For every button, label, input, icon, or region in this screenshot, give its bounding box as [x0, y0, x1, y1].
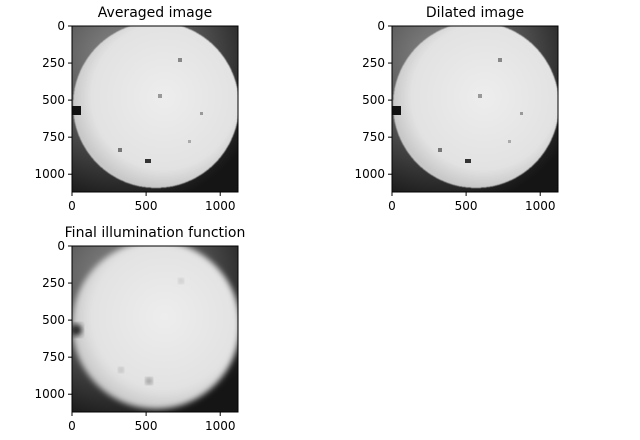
x-tick-label: 1000 [205, 199, 236, 213]
x-tick-label: 500 [135, 419, 158, 433]
y-tick-label: 500 [42, 313, 65, 327]
y-tick-label: 750 [42, 130, 65, 144]
x-tick-label: 0 [68, 419, 76, 433]
y-ticks: 0 250 500 750 1000 [34, 239, 72, 401]
image-final-illumination [72, 246, 238, 412]
x-tick-label: 0 [68, 199, 76, 213]
y-tick-label: 250 [42, 56, 65, 70]
y-tick-label: 0 [377, 19, 385, 33]
panel-dilated-image: Dilated image 0 250 500 750 1000 0 500 1000 [354, 5, 559, 213]
edge-notch [392, 106, 401, 115]
y-tick-label: 500 [42, 93, 65, 107]
y-ticks: 0 250 500 750 1000 [354, 19, 392, 181]
image-dilated [392, 26, 558, 192]
y-tick-label: 750 [42, 350, 65, 364]
y-tick-label: 1000 [34, 387, 65, 401]
y-tick-label: 0 [57, 239, 65, 253]
y-tick-label: 250 [42, 276, 65, 290]
edge-notch [72, 106, 81, 115]
x-tick-label: 500 [455, 199, 478, 213]
panel-averaged-image: Averaged image 0 250 500 750 1000 0 500 1000 [34, 5, 239, 213]
image-averaged [72, 26, 238, 192]
x-ticks: 0 500 1000 [68, 412, 235, 433]
panel-title: Averaged image [98, 5, 212, 21]
x-tick-label: 1000 [205, 419, 236, 433]
y-tick-label: 250 [362, 56, 385, 70]
y-tick-label: 750 [362, 130, 385, 144]
axes-frame [71, 25, 239, 193]
x-ticks: 0 500 1000 [68, 192, 235, 213]
axes-frame [391, 25, 559, 193]
y-tick-label: 0 [57, 19, 65, 33]
y-tick-label: 1000 [34, 167, 65, 181]
panel-title: Final illumination function [65, 225, 246, 241]
x-ticks: 0 500 1000 [388, 192, 555, 213]
y-tick-label: 500 [362, 93, 385, 107]
y-tick-label: 1000 [354, 167, 385, 181]
x-tick-label: 0 [388, 199, 396, 213]
axes-frame [71, 245, 239, 413]
y-ticks: 0 250 500 750 1000 [34, 19, 72, 181]
edge-notch [72, 324, 82, 336]
x-tick-label: 500 [135, 199, 158, 213]
panel-final-illumination: Final illumination function 0 250 500 750 10… [34, 225, 245, 433]
x-tick-label: 1000 [525, 199, 556, 213]
panel-title: Dilated image [426, 5, 524, 21]
